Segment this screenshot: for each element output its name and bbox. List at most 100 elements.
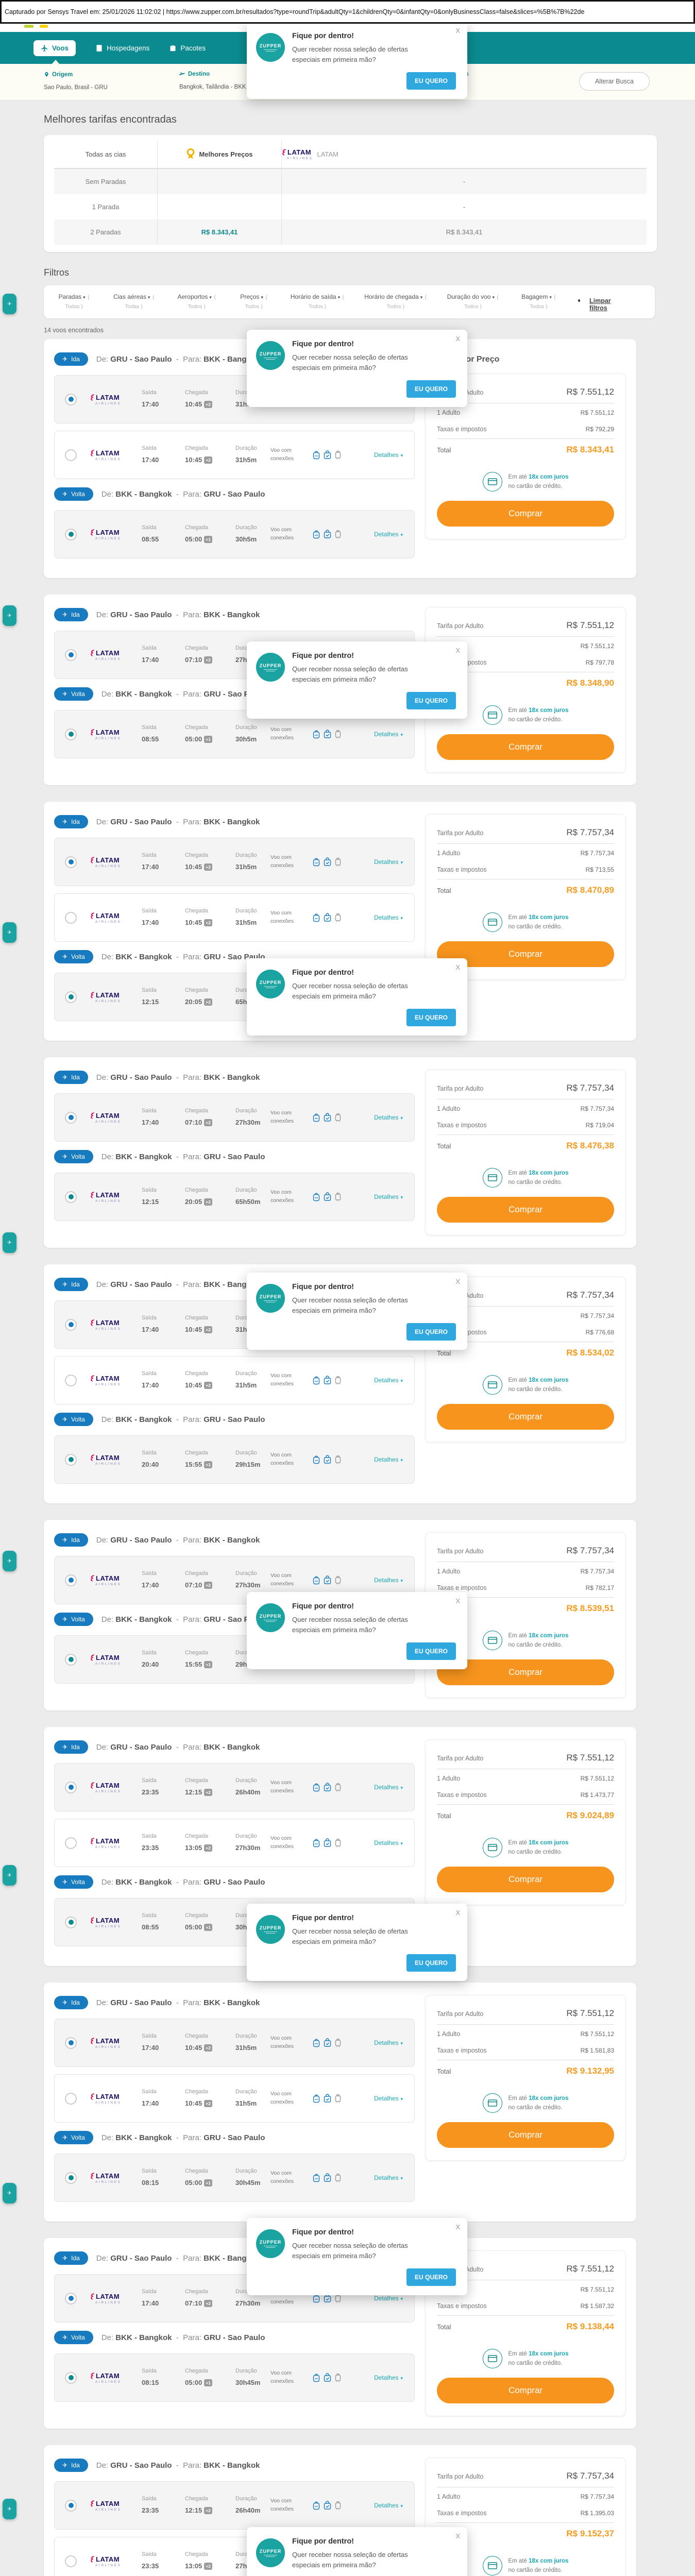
chat-floating-button[interactable]: ✈ (3, 1865, 16, 1886)
flight-option[interactable]: LATAM AIRLINES Saída 23:35 Chegada 12:15 +2… (54, 1763, 415, 1811)
matrix-best-price-cell[interactable] (157, 194, 282, 219)
detalhes-link[interactable]: Detalhes▾ (374, 1377, 403, 1384)
detalhes-link[interactable]: Detalhes▾ (374, 2039, 403, 2046)
close-icon[interactable]: X (455, 1597, 460, 1605)
detalhes-link[interactable]: Detalhes▾ (374, 2174, 403, 2181)
comprar-button[interactable]: Comprar (437, 2122, 614, 2148)
detalhes-link[interactable]: Detalhes▾ (374, 1839, 403, 1846)
eu-quero-button[interactable]: EU QUERO (406, 1323, 456, 1341)
chat-floating-button[interactable]: ✈ (3, 1551, 16, 1571)
close-icon[interactable]: X (455, 647, 460, 654)
detalhes-link[interactable]: Detalhes▾ (374, 2295, 403, 2302)
option-radio[interactable] (65, 1916, 77, 1928)
option-radio[interactable] (65, 1111, 77, 1124)
tab-pacotes[interactable]: Pacotes (169, 44, 206, 52)
option-radio[interactable] (65, 528, 77, 540)
option-radio[interactable] (65, 1653, 77, 1666)
option-radio[interactable] (65, 649, 77, 661)
detalhes-link[interactable]: Detalhes▾ (374, 858, 403, 866)
chat-floating-button[interactable]: ✈ (3, 2183, 16, 2204)
comprar-button[interactable]: Comprar (437, 1404, 614, 1430)
eu-quero-button[interactable]: EU QUERO (406, 692, 456, 710)
flight-option[interactable]: LATAM AIRLINES Saída 17:40 Chegada 07:10 +2… (54, 1556, 415, 1604)
option-radio[interactable] (65, 2092, 77, 2105)
option-radio[interactable] (65, 2292, 77, 2304)
alterar-busca-button[interactable]: Alterar Busca (579, 72, 650, 91)
comprar-button[interactable]: Comprar (437, 1867, 614, 1892)
option-radio[interactable] (65, 1191, 77, 1203)
option-radio[interactable] (65, 449, 77, 461)
matrix-latam-price-cell[interactable]: - (463, 203, 466, 211)
flight-option[interactable]: LATAM AIRLINES Saída 23:35 Chegada 12:15 +2… (54, 2481, 415, 2530)
filter-dropdown[interactable]: Bagagem ▾ ( Todos ) (516, 292, 561, 311)
flight-option[interactable]: LATAM AIRLINES Saída 17:40 Chegada 10:45 +2… (54, 838, 415, 886)
option-radio[interactable] (65, 728, 77, 740)
flight-option[interactable]: LATAM AIRLINES Saída 08:55 Chegada 05:00 +1… (54, 510, 415, 558)
comprar-button[interactable]: Comprar (437, 501, 614, 527)
option-radio[interactable] (65, 1374, 77, 1386)
filter-dropdown[interactable]: Duração do voo ▾ ( Todos ) (444, 292, 502, 311)
chat-floating-button[interactable]: ✈ (3, 2499, 16, 2519)
eu-quero-button[interactable]: EU QUERO (406, 2268, 456, 2286)
flight-option[interactable]: LATAM AIRLINES Saída 17:40 Chegada 07:10 +2… (54, 1093, 415, 1142)
flight-option[interactable]: LATAM AIRLINES Saída 17:40 Chegada 10:45 +2… (54, 1356, 415, 1404)
flight-option[interactable]: LATAM AIRLINES Saída 12:15 Chegada 20:05 +2… (54, 1173, 415, 1221)
option-radio[interactable] (65, 1574, 77, 1586)
detalhes-link[interactable]: Detalhes▾ (374, 1456, 403, 1463)
close-icon[interactable]: X (455, 963, 460, 971)
close-icon[interactable]: X (455, 2223, 460, 2231)
flight-option[interactable]: LATAM AIRLINES Saída 17:40 Chegada 10:45 +2… (54, 2019, 415, 2067)
tab-voos[interactable]: Voos (33, 40, 76, 56)
flight-option[interactable]: LATAM AIRLINES Saída 08:15 Chegada 05:00 +1… (54, 2353, 415, 2402)
detalhes-link[interactable]: Detalhes▾ (374, 914, 403, 921)
eu-quero-button[interactable]: EU QUERO (406, 1642, 456, 1660)
chat-floating-button[interactable]: ✈ (3, 605, 16, 626)
chat-floating-button[interactable]: ✈ (3, 922, 16, 943)
detalhes-link[interactable]: Detalhes▾ (374, 1114, 403, 1121)
eu-quero-button[interactable]: EU QUERO (406, 1009, 456, 1027)
flight-option[interactable]: LATAM AIRLINES Saída 17:40 Chegada 10:45 +2… (54, 2074, 415, 2123)
detalhes-link[interactable]: Detalhes▾ (374, 1784, 403, 1791)
matrix-best-price-cell[interactable] (157, 169, 282, 194)
close-icon[interactable]: X (455, 335, 460, 343)
filter-dropdown[interactable]: Horário de chegada ▾ ( Todos ) (362, 292, 430, 311)
filter-dropdown[interactable]: Preços ▾ ( Todos ) (234, 292, 273, 311)
flight-option[interactable]: LATAM AIRLINES Saída 23:35 Chegada 13:05 +2… (54, 1819, 415, 1867)
search-origin[interactable]: Origem Sao Paulo, Brasil - GRU (44, 71, 108, 91)
filter-dropdown[interactable]: Aeroportos ▾ ( Todos ) (173, 292, 221, 311)
detalhes-link[interactable]: Detalhes▾ (374, 2502, 403, 2509)
tab-hospedagens[interactable]: Hospedagens (95, 44, 149, 52)
comprar-button[interactable]: Comprar (437, 734, 614, 760)
matrix-latam-price-cell[interactable]: - (463, 178, 466, 185)
option-radio[interactable] (65, 1837, 77, 1849)
filter-dropdown[interactable]: Cias aéreas ▾ ( Todas ) (109, 292, 159, 311)
option-radio[interactable] (65, 2555, 77, 2567)
close-icon[interactable]: X (455, 1909, 460, 1917)
filter-dropdown[interactable]: Horário de saída ▾ ( Todos ) (287, 292, 348, 311)
eu-quero-button[interactable]: EU QUERO (406, 380, 456, 398)
comprar-button[interactable]: Comprar (437, 2378, 614, 2403)
comprar-button[interactable]: Comprar (437, 1197, 614, 1223)
flight-option[interactable]: LATAM AIRLINES Saída 17:40 Chegada 10:45 +2… (54, 893, 415, 942)
detalhes-link[interactable]: Detalhes▾ (374, 2374, 403, 2381)
option-radio[interactable] (65, 2037, 77, 2049)
option-radio[interactable] (65, 1453, 77, 1466)
close-icon[interactable]: X (455, 2532, 460, 2540)
option-radio[interactable] (65, 393, 77, 405)
chat-floating-button[interactable]: ✈ (3, 294, 16, 314)
detalhes-link[interactable]: Detalhes▾ (374, 1577, 403, 1584)
option-radio[interactable] (65, 991, 77, 1003)
close-icon[interactable]: X (455, 1278, 460, 1285)
flight-option[interactable]: LATAM AIRLINES Saída 08:15 Chegada 05:00 +1… (54, 2154, 415, 2202)
detalhes-link[interactable]: Detalhes▾ (374, 731, 403, 738)
matrix-latam-price-cell[interactable]: R$ 8.343,41 (446, 228, 483, 236)
detalhes-link[interactable]: Detalhes▾ (374, 1193, 403, 1200)
flight-option[interactable]: LATAM AIRLINES Saída 17:40 Chegada 10:45 +2… (54, 431, 415, 479)
search-destination[interactable]: Destino Bangkok, Tailândia - BKK (179, 71, 246, 90)
detalhes-link[interactable]: Detalhes▾ (374, 2095, 403, 2102)
option-radio[interactable] (65, 911, 77, 924)
detalhes-link[interactable]: Detalhes▾ (374, 531, 403, 538)
clear-filters-link[interactable]: Limpar filtros (589, 297, 611, 312)
eu-quero-button[interactable]: EU QUERO (406, 72, 456, 90)
option-radio[interactable] (65, 2172, 77, 2184)
